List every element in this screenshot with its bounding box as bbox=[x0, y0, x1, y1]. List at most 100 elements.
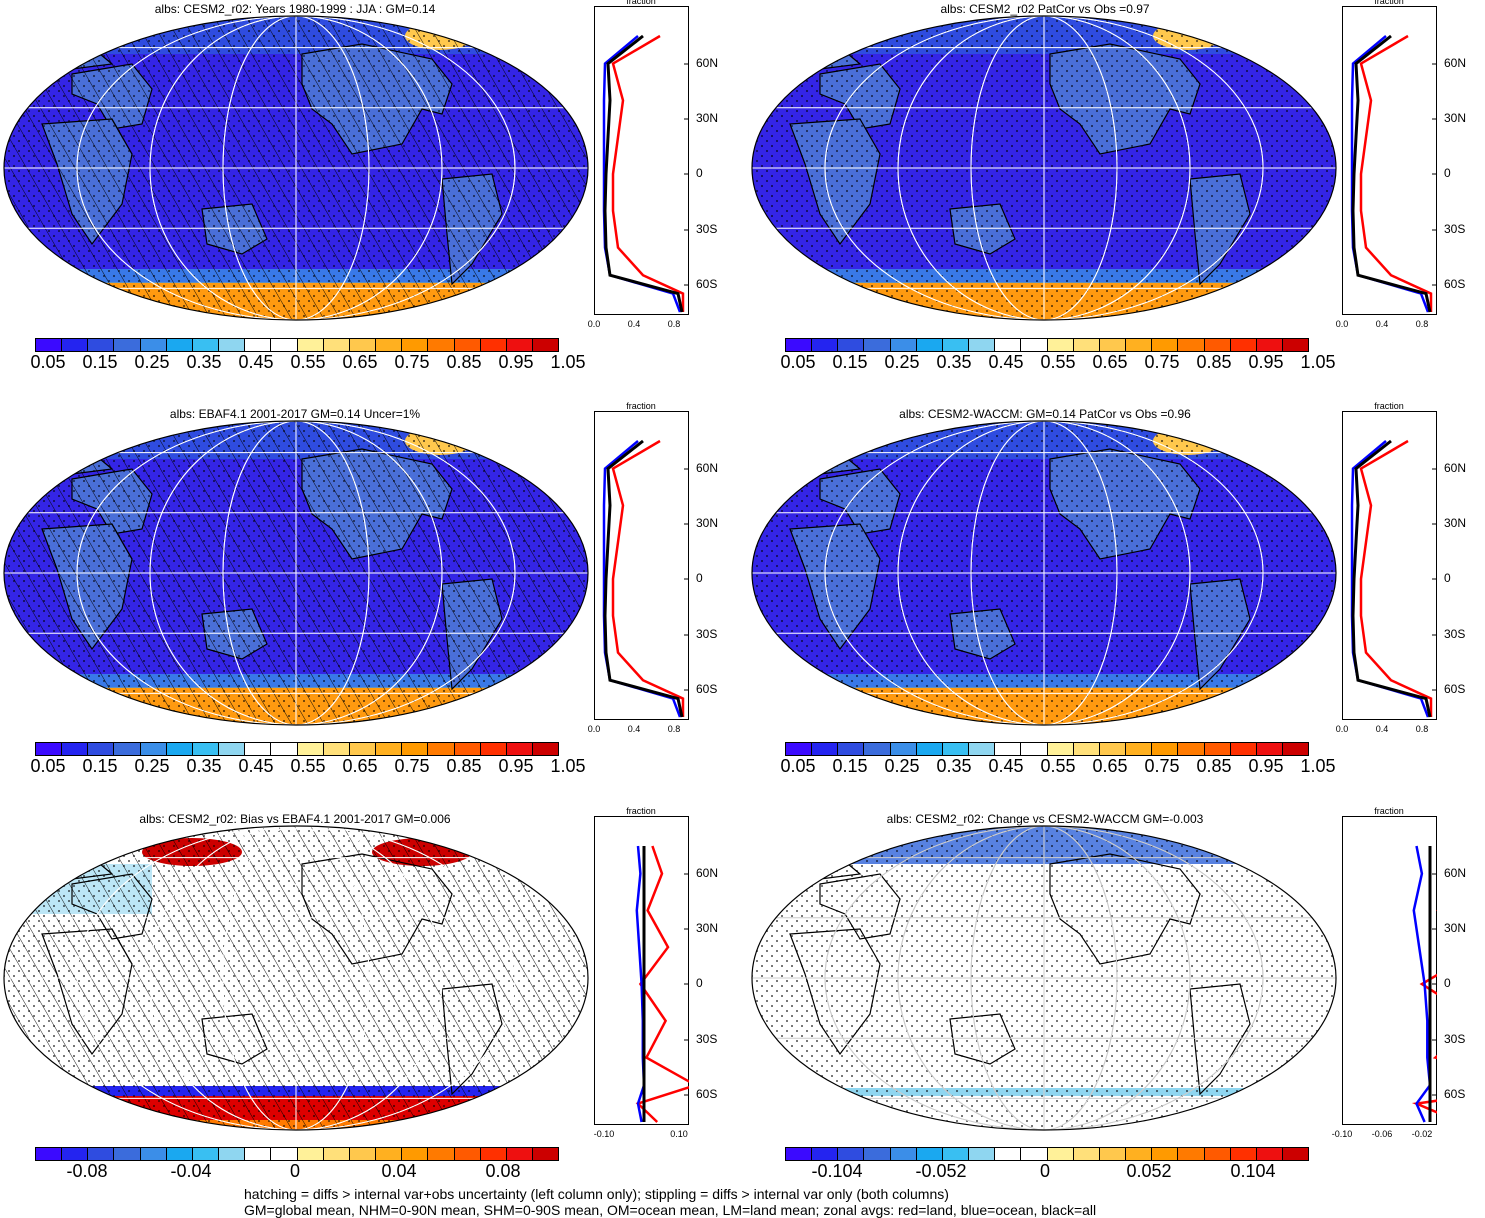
colorbar-swatch bbox=[36, 339, 63, 351]
colorbar-label: 0.08 bbox=[485, 1161, 521, 1181]
colorbar-swatch bbox=[428, 339, 455, 351]
colorbar-swatch bbox=[838, 1148, 865, 1160]
zonal-line-land bbox=[1359, 439, 1433, 717]
colorbar-swatch bbox=[942, 743, 970, 755]
colorbar-swatch bbox=[1178, 743, 1205, 755]
colorbar-label: 0.85 bbox=[446, 352, 482, 372]
colorbar-label: 0.45 bbox=[988, 352, 1024, 372]
colorbar-swatch bbox=[1099, 743, 1127, 755]
zonal-line-land bbox=[611, 34, 685, 312]
colorbar-swatch bbox=[349, 743, 377, 755]
latitude-label: 60N bbox=[696, 461, 719, 475]
zonal-line-land bbox=[1359, 34, 1433, 312]
colorbar-swatch bbox=[1204, 339, 1231, 351]
colorbar-label: 0.75 bbox=[1144, 352, 1180, 372]
colorbar-label: 0.35 bbox=[936, 352, 972, 372]
zonal-frame bbox=[594, 816, 689, 1125]
zonal-average-plot bbox=[594, 816, 689, 1125]
colorbar-label: 0.95 bbox=[1248, 756, 1284, 776]
colorbar-label: 0.05 bbox=[30, 352, 66, 372]
colorbar-label: 0.55 bbox=[1040, 352, 1076, 372]
colorbar-swatch bbox=[36, 1148, 63, 1160]
zonal-x-tick: 0.4 bbox=[627, 724, 641, 734]
colorbar-label: 0.65 bbox=[342, 352, 378, 372]
colorbar bbox=[785, 338, 1309, 352]
colorbar-swatch bbox=[88, 1148, 115, 1160]
colorbar-swatch bbox=[297, 743, 324, 755]
zonal-average-plot bbox=[594, 6, 689, 315]
zonal-average-plot bbox=[1342, 6, 1437, 315]
zonal-x-tick: -0.10 bbox=[1331, 1129, 1353, 1139]
colorbar-swatch bbox=[532, 1148, 559, 1160]
colorbar-label: 0.85 bbox=[1196, 352, 1232, 372]
colorbar-swatch bbox=[376, 1148, 403, 1160]
zonal-frame bbox=[1342, 6, 1437, 315]
colorbar-label: -0.08 bbox=[66, 1161, 108, 1181]
zonal-frame bbox=[594, 6, 689, 315]
longitude-line bbox=[76, 16, 516, 320]
colorbar-swatch bbox=[480, 339, 507, 351]
colorbar-label: 0.55 bbox=[290, 352, 326, 372]
latitude-label: 60S bbox=[696, 682, 718, 696]
colorbar-swatch bbox=[1178, 1148, 1205, 1160]
colorbar-label: 0.95 bbox=[1248, 352, 1284, 372]
colorbar-swatch bbox=[506, 1148, 533, 1160]
zonal-x-tick: 0.4 bbox=[627, 319, 641, 329]
latitude-label: 0 bbox=[696, 166, 703, 180]
panel-title: albs: CESM2_r02: Change vs CESM2-WACCM G… bbox=[886, 812, 1204, 826]
colorbar-swatch bbox=[219, 339, 246, 351]
zonal-line-ocean bbox=[635, 845, 646, 1123]
zonal-x-tick: 0.0 bbox=[587, 319, 601, 329]
zonal-x-tick: 0.8 bbox=[1415, 724, 1429, 734]
zonal-x-tick: 0.4 bbox=[1375, 724, 1389, 734]
colorbar-label: 0.45 bbox=[988, 756, 1024, 776]
colorbar-label: 1.05 bbox=[550, 352, 586, 372]
latitude-label: 60N bbox=[1444, 461, 1467, 475]
longitude-line bbox=[149, 16, 443, 320]
colorbar-swatch bbox=[532, 339, 559, 351]
zonal-line-all bbox=[1351, 439, 1432, 718]
colorbar-label: 0 bbox=[1039, 1161, 1051, 1181]
longitude-line bbox=[76, 421, 516, 725]
colorbar-label: 0.25 bbox=[884, 352, 920, 372]
colorbar-swatch bbox=[916, 1148, 943, 1160]
colorbar-swatch bbox=[812, 339, 839, 351]
zonal-x-tick: 0.8 bbox=[1415, 319, 1429, 329]
panel-title: albs: CESM2-WACCM: GM=0.14 PatCor vs Obs… bbox=[899, 407, 1191, 421]
colorbar-swatch bbox=[1126, 1148, 1153, 1160]
longitude-line bbox=[149, 826, 443, 1130]
zonal-frame bbox=[594, 411, 689, 720]
longitude-line bbox=[970, 16, 1118, 320]
zonal-line-ocean bbox=[602, 440, 682, 718]
colorbar-label: 0.75 bbox=[1144, 756, 1180, 776]
colorbar-swatch bbox=[114, 743, 141, 755]
zonal-line-ocean bbox=[1350, 440, 1430, 718]
robinson-map bbox=[751, 420, 1337, 726]
colorbar-swatch bbox=[1047, 339, 1074, 351]
colorbar-label: 0.95 bbox=[498, 756, 534, 776]
colorbar-swatch bbox=[349, 339, 377, 351]
colorbar-swatch bbox=[1073, 743, 1100, 755]
colorbar-swatch bbox=[506, 339, 533, 351]
colorbar-swatch bbox=[916, 339, 943, 351]
colorbar-swatch bbox=[1204, 743, 1231, 755]
colorbar-swatch bbox=[1047, 743, 1074, 755]
zonal-line-land bbox=[635, 845, 689, 1123]
colorbar-swatch bbox=[786, 1148, 813, 1160]
map-border bbox=[3, 15, 589, 321]
latitude-label: 60S bbox=[1444, 277, 1466, 291]
colorbar-swatch bbox=[1178, 339, 1205, 351]
zonal-line-ocean bbox=[1350, 35, 1430, 313]
zonal-x-tick: 0.8 bbox=[667, 724, 681, 734]
longitude-line bbox=[222, 421, 370, 725]
map-border bbox=[751, 15, 1337, 321]
footer-note-2: GM=global mean, NHM=0-90N mean, SHM=0-90… bbox=[244, 1202, 1097, 1218]
colorbar-swatch bbox=[890, 743, 917, 755]
colorbar-swatch bbox=[532, 743, 559, 755]
colorbar bbox=[35, 742, 559, 756]
robinson-map bbox=[3, 825, 589, 1131]
latitude-label: 60N bbox=[696, 866, 719, 880]
colorbar bbox=[35, 338, 559, 352]
colorbar-swatch bbox=[428, 1148, 455, 1160]
colorbar-label: 0.65 bbox=[342, 756, 378, 776]
